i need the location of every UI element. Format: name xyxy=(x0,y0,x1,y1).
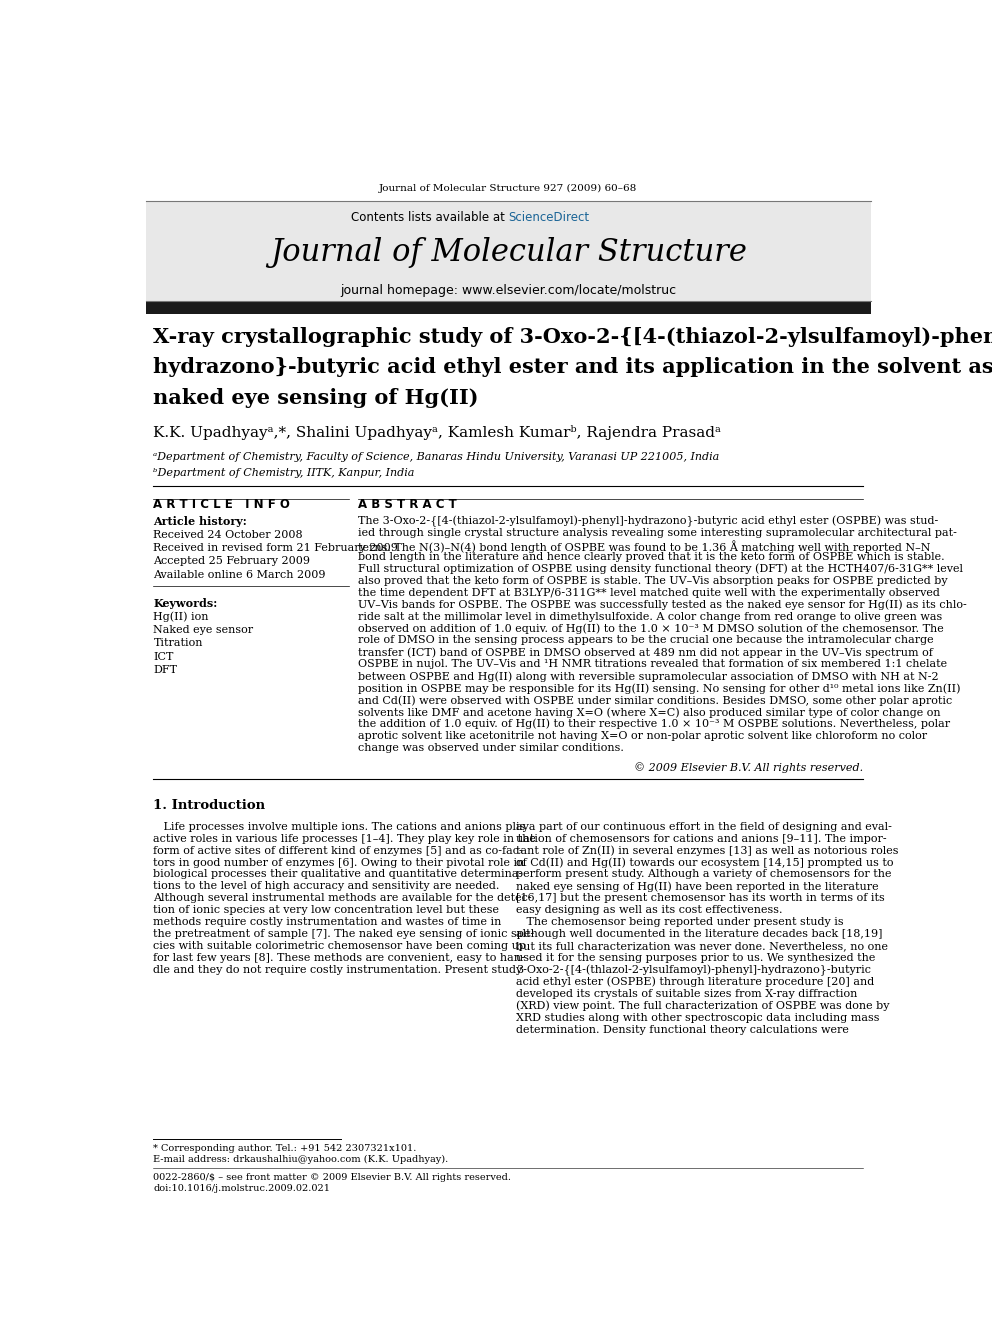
Text: Hg(II) ion: Hg(II) ion xyxy=(154,611,209,622)
Text: also proved that the keto form of OSPBE is stable. The UV–Vis absorption peaks f: also proved that the keto form of OSPBE … xyxy=(358,576,947,586)
Text: transfer (ICT) band of OSPBE in DMSO observed at 489 nm did not appear in the UV: transfer (ICT) band of OSPBE in DMSO obs… xyxy=(358,647,932,658)
Text: developed its crystals of suitable sizes from X-ray diffraction: developed its crystals of suitable sizes… xyxy=(516,988,857,999)
Text: A B S T R A C T: A B S T R A C T xyxy=(358,497,456,511)
Text: Received 24 October 2008: Received 24 October 2008 xyxy=(154,529,304,540)
Text: Received in revised form 21 February 2009: Received in revised form 21 February 200… xyxy=(154,542,399,553)
Text: easy designing as well as its cost effectiveness.: easy designing as well as its cost effec… xyxy=(516,905,783,916)
Text: although well documented in the literature decades back [18,19]: although well documented in the literatu… xyxy=(516,929,883,939)
Text: tion of ionic species at very low concentration level but these: tion of ionic species at very low concen… xyxy=(154,905,499,916)
Text: but its full characterization was never done. Nevertheless, no one: but its full characterization was never … xyxy=(516,941,888,951)
Text: ied through single crystal structure analysis revealing some interesting supramo: ied through single crystal structure ana… xyxy=(358,528,957,538)
Text: between OSPBE and Hg(II) along with reversible supramolecular association of DMS: between OSPBE and Hg(II) along with reve… xyxy=(358,671,938,681)
Text: cies with suitable colorimetric chemosensor have been coming up: cies with suitable colorimetric chemosen… xyxy=(154,941,527,951)
Text: DFT: DFT xyxy=(154,665,178,676)
Text: Titration: Titration xyxy=(154,639,203,648)
Text: ICT: ICT xyxy=(154,652,174,662)
Text: The chemosensor being reported under present study is: The chemosensor being reported under pre… xyxy=(516,917,844,927)
Text: biological processes their qualitative and quantitative determina-: biological processes their qualitative a… xyxy=(154,869,523,880)
Text: perform present study. Although a variety of chemosensors for the: perform present study. Although a variet… xyxy=(516,869,892,880)
Text: OSPBE in nujol. The UV–Vis and ¹H NMR titrations revealed that formation of six : OSPBE in nujol. The UV–Vis and ¹H NMR ti… xyxy=(358,659,947,669)
Text: and Cd(II) were observed with OSPBE under similar conditions. Besides DMSO, some: and Cd(II) were observed with OSPBE unde… xyxy=(358,695,952,705)
Text: * Corresponding author. Tel.: +91 542 2307321x101.: * Corresponding author. Tel.: +91 542 23… xyxy=(154,1143,417,1152)
Text: observed on addition of 1.0 equiv. of Hg(II) to the 1.0 × 10⁻³ M DMSO solution o: observed on addition of 1.0 equiv. of Hg… xyxy=(358,623,943,634)
Text: Journal of Molecular Structure 927 (2009) 60–68: Journal of Molecular Structure 927 (2009… xyxy=(379,184,638,193)
Text: X-ray crystallographic study of 3-Oxo-2-{[4-(thiazol-2-ylsulfamoyl)-phenyl]-: X-ray crystallographic study of 3-Oxo-2-… xyxy=(154,327,992,347)
Text: ride salt at the millimolar level in dimethylsulfoxide. A color change from red : ride salt at the millimolar level in dim… xyxy=(358,611,942,622)
Text: Full structural optimization of OSPBE using density functional theory (DFT) at t: Full structural optimization of OSPBE us… xyxy=(358,564,963,574)
Text: the pretreatment of sample [7]. The naked eye sensing of ionic spe-: the pretreatment of sample [7]. The nake… xyxy=(154,929,535,939)
Text: methods require costly instrumentation and wastes of time in: methods require costly instrumentation a… xyxy=(154,917,502,927)
Text: Article history:: Article history: xyxy=(154,516,247,527)
Text: of Cd(II) and Hg(II) towards our ecosystem [14,15] prompted us to: of Cd(II) and Hg(II) towards our ecosyst… xyxy=(516,857,894,868)
Text: ᵇDepartment of Chemistry, IITK, Kanpur, India: ᵇDepartment of Chemistry, IITK, Kanpur, … xyxy=(154,468,415,479)
Text: tors in good number of enzymes [6]. Owing to their pivotal role in: tors in good number of enzymes [6]. Owin… xyxy=(154,857,525,868)
Text: Keywords:: Keywords: xyxy=(154,598,217,609)
Text: Although several instrumental methods are available for the detec-: Although several instrumental methods ar… xyxy=(154,893,532,904)
Text: ScienceDirect: ScienceDirect xyxy=(509,212,589,224)
Text: The 3-Oxo-2-{[4-(thiazol-2-ylsulfamoyl)-phenyl]-hydrazono}-butyric acid ethyl es: The 3-Oxo-2-{[4-(thiazol-2-ylsulfamoyl)-… xyxy=(358,516,938,528)
Text: acid ethyl ester (OSPBE) through literature procedure [20] and: acid ethyl ester (OSPBE) through literat… xyxy=(516,976,874,987)
Text: bond length in the literature and hence clearly proved that it is the keto form : bond length in the literature and hence … xyxy=(358,552,944,562)
Text: is a part of our continuous effort in the field of designing and eval-: is a part of our continuous effort in th… xyxy=(516,822,892,832)
Text: 1. Introduction: 1. Introduction xyxy=(154,799,266,811)
Text: naked eye sensing of Hg(II) have been reported in the literature: naked eye sensing of Hg(II) have been re… xyxy=(516,881,879,892)
Text: 3-Oxo-2-{[4-(thlazol-2-ylsulfamoyl)-phenyl]-hydrazono}-butyric: 3-Oxo-2-{[4-(thlazol-2-ylsulfamoyl)-phen… xyxy=(516,964,871,976)
Text: uation of chemosensors for cations and anions [9–11]. The impor-: uation of chemosensors for cations and a… xyxy=(516,833,887,844)
Text: A R T I C L E   I N F O: A R T I C L E I N F O xyxy=(154,497,291,511)
Text: K.K. Upadhyayᵃ,*, Shalini Upadhyayᵃ, Kamlesh Kumarᵇ, Rajendra Prasadᵃ: K.K. Upadhyayᵃ,*, Shalini Upadhyayᵃ, Kam… xyxy=(154,425,721,441)
Text: change was observed under similar conditions.: change was observed under similar condit… xyxy=(358,742,624,753)
Text: UV–Vis bands for OSPBE. The OSPBE was successfully tested as the naked eye senso: UV–Vis bands for OSPBE. The OSPBE was su… xyxy=(358,599,967,610)
Text: hydrazono}-butyric acid ethyl ester and its application in the solvent assisted: hydrazono}-butyric acid ethyl ester and … xyxy=(154,357,992,377)
Text: tions to the level of high accuracy and sensitivity are needed.: tions to the level of high accuracy and … xyxy=(154,881,500,892)
Text: doi:10.1016/j.molstruc.2009.02.021: doi:10.1016/j.molstruc.2009.02.021 xyxy=(154,1184,330,1192)
Text: used it for the sensing purposes prior to us. We synthesized the: used it for the sensing purposes prior t… xyxy=(516,953,876,963)
Text: ᵃDepartment of Chemistry, Faculty of Science, Banaras Hindu University, Varanasi: ᵃDepartment of Chemistry, Faculty of Sci… xyxy=(154,452,720,462)
Text: Naked eye sensor: Naked eye sensor xyxy=(154,624,254,635)
FancyBboxPatch shape xyxy=(146,201,871,302)
Text: E-mail address: drkaushalhiu@yahoo.com (K.K. Upadhyay).: E-mail address: drkaushalhiu@yahoo.com (… xyxy=(154,1155,448,1164)
Text: active roles in various life processes [1–4]. They play key role in the: active roles in various life processes [… xyxy=(154,833,537,844)
Text: determination. Density functional theory calculations were: determination. Density functional theory… xyxy=(516,1024,849,1035)
Text: position in OSPBE may be responsible for its Hg(II) sensing. No sensing for othe: position in OSPBE may be responsible for… xyxy=(358,683,960,693)
Text: © 2009 Elsevier B.V. All rights reserved.: © 2009 Elsevier B.V. All rights reserved… xyxy=(634,762,863,773)
Text: role of DMSO in the sensing process appears to be the crucial one because the in: role of DMSO in the sensing process appe… xyxy=(358,635,933,646)
Text: XRD studies along with other spectroscopic data including mass: XRD studies along with other spectroscop… xyxy=(516,1012,880,1023)
Text: the time dependent DFT at B3LYP/6-311G** level matched quite well with the exper: the time dependent DFT at B3LYP/6-311G**… xyxy=(358,587,940,598)
Text: 0022-2860/$ – see front matter © 2009 Elsevier B.V. All rights reserved.: 0022-2860/$ – see front matter © 2009 El… xyxy=(154,1174,512,1181)
Text: aprotic solvent like acetonitrile not having X=O or non-polar aprotic solvent li: aprotic solvent like acetonitrile not ha… xyxy=(358,730,928,741)
Text: form of active sites of different kind of enzymes [5] and as co-fac-: form of active sites of different kind o… xyxy=(154,845,523,856)
Text: terns. The N(3)–N(4) bond length of OSPBE was found to be 1.36 Å matching well w: terns. The N(3)–N(4) bond length of OSPB… xyxy=(358,540,930,553)
Text: the addition of 1.0 equiv. of Hg(II) to their respective 1.0 × 10⁻³ M OSPBE solu: the addition of 1.0 equiv. of Hg(II) to … xyxy=(358,718,950,729)
Text: (XRD) view point. The full characterization of OSPBE was done by: (XRD) view point. The full characterizat… xyxy=(516,1000,890,1011)
Text: Life processes involve multiple ions. The cations and anions play: Life processes involve multiple ions. Th… xyxy=(154,822,530,832)
Text: for last few years [8]. These methods are convenient, easy to han-: for last few years [8]. These methods ar… xyxy=(154,953,525,963)
Text: Contents lists available at: Contents lists available at xyxy=(351,212,509,224)
Text: Journal of Molecular Structure: Journal of Molecular Structure xyxy=(270,237,747,269)
Text: tant role of Zn(II) in several enzymes [13] as well as notorious roles: tant role of Zn(II) in several enzymes [… xyxy=(516,845,899,856)
Text: dle and they do not require costly instrumentation. Present study: dle and they do not require costly instr… xyxy=(154,964,523,975)
Text: Available online 6 March 2009: Available online 6 March 2009 xyxy=(154,570,326,579)
Text: journal homepage: www.elsevier.com/locate/molstruc: journal homepage: www.elsevier.com/locat… xyxy=(340,284,677,298)
Text: [16,17] but the present chemosensor has its worth in terms of its: [16,17] but the present chemosensor has … xyxy=(516,893,885,904)
Text: naked eye sensing of Hg(II): naked eye sensing of Hg(II) xyxy=(154,388,479,409)
Text: solvents like DMF and acetone having X=O (where X=C) also produced similar type : solvents like DMF and acetone having X=O… xyxy=(358,706,940,717)
Text: Accepted 25 February 2009: Accepted 25 February 2009 xyxy=(154,557,310,566)
FancyBboxPatch shape xyxy=(146,302,871,315)
